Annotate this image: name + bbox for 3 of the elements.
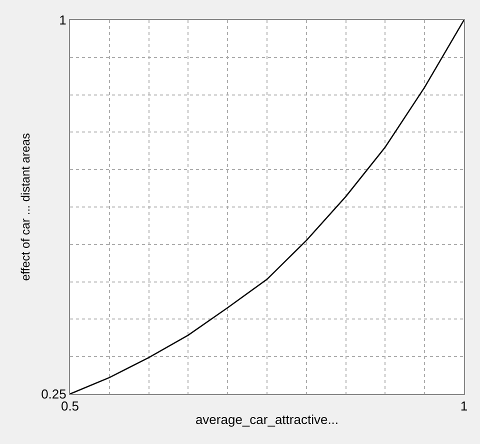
x-axis-title: average_car_attractive...: [195, 412, 339, 428]
line-series: [70, 20, 464, 394]
y-axis-title: effect of car ... distant areas: [18, 133, 32, 281]
